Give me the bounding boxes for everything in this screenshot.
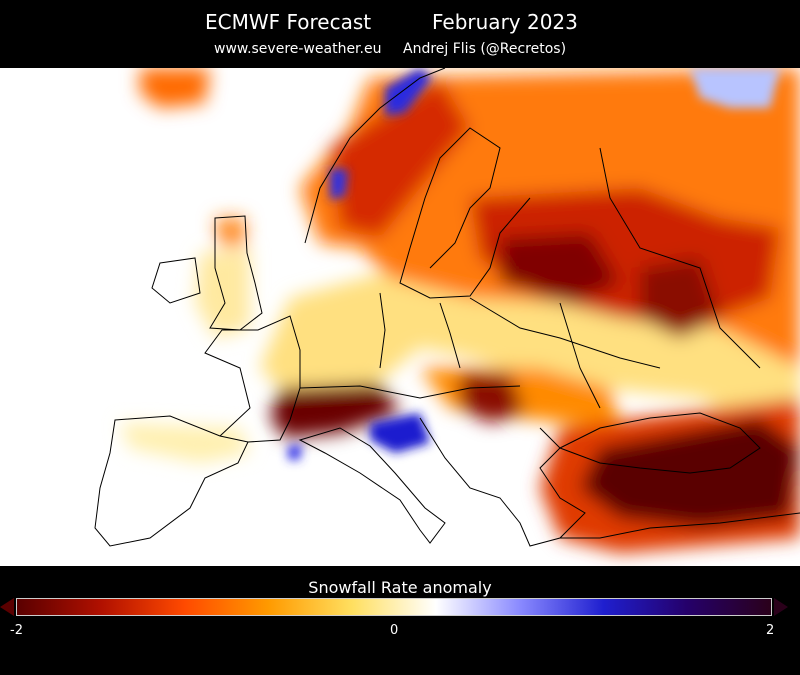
anomaly-map: [0, 68, 800, 566]
positive-anomaly-blue: [288, 68, 780, 460]
anomaly-blue-adriatic: [370, 413, 430, 453]
tick-max: 2: [766, 623, 775, 638]
map-borders: [94, 68, 800, 547]
legend: Snowfall Rate anomaly -2 0 2: [0, 566, 800, 675]
anomaly-blue-france: [288, 444, 302, 460]
border-russia: [599, 147, 761, 369]
border-east: [469, 297, 661, 409]
border-central: [299, 385, 521, 399]
colorbar-max-arrow: [774, 598, 788, 616]
author-credit: Andrej Flis (@Recretos): [403, 41, 567, 57]
anomaly-orange-scotland: [215, 218, 245, 246]
header: ECMWF Forecast February 2023 www.severe-…: [0, 0, 800, 68]
anomaly-dark-east: [640, 258, 720, 338]
legend-title: Snowfall Rate anomaly: [308, 578, 492, 597]
tick-zero: 0: [390, 623, 399, 638]
colorbar: [16, 598, 772, 616]
coast-turkey: [560, 512, 800, 539]
colorbar-min-arrow: [0, 598, 14, 616]
coast-britain: [209, 215, 263, 331]
anomaly-dark-poland: [500, 233, 620, 303]
anomaly-blue-norway: [385, 68, 432, 116]
forecast-title: ECMWF Forecast: [205, 10, 372, 34]
anomaly-field: [120, 68, 800, 553]
map-svg: [94, 68, 800, 553]
coast-baltic: [399, 197, 531, 299]
coast-france: [204, 315, 301, 443]
coast-black-sea: [558, 412, 761, 474]
tick-min: -2: [10, 623, 23, 638]
anomaly-red-scandinavia: [330, 78, 470, 238]
anomaly-dark-alps: [270, 383, 400, 438]
anomaly-pale-iberia: [120, 423, 250, 463]
anomaly-lightblue-russia: [690, 68, 780, 108]
coast-italy: [298, 427, 446, 544]
anomaly-blue-coast: [330, 168, 348, 200]
anomaly-orange-north: [140, 68, 210, 108]
forecast-period: February 2023: [432, 10, 578, 34]
website-credit: www.severe-weather.eu: [214, 41, 382, 57]
anomaly-dark-carpathian: [460, 373, 525, 423]
coast-scandinavia: [304, 68, 501, 269]
border-germany-poland: [379, 292, 461, 369]
coast-ireland: [151, 257, 201, 304]
coast-balkans: [419, 417, 586, 547]
